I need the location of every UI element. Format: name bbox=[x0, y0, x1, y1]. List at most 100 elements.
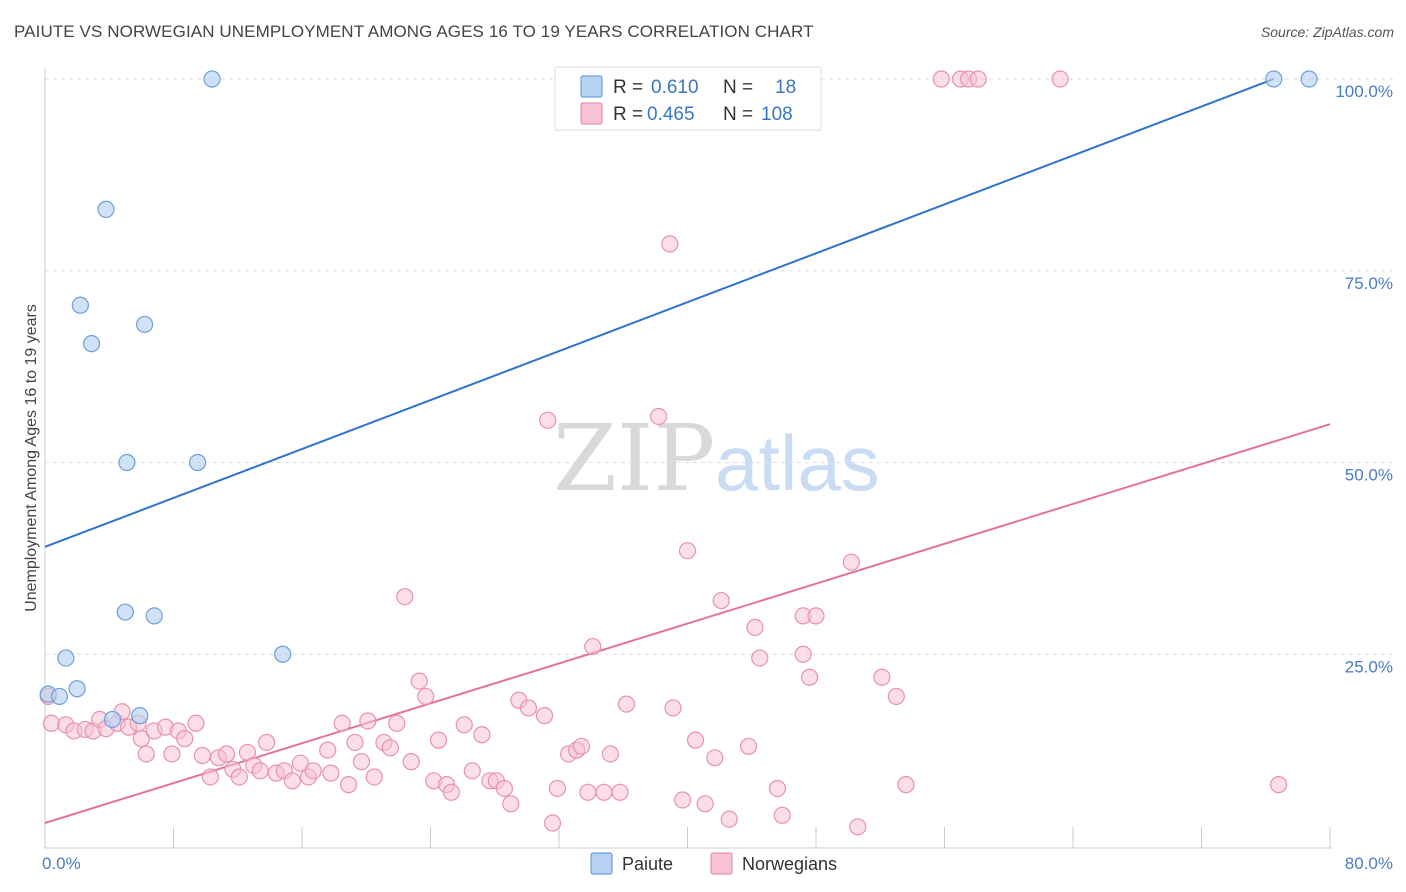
norwegians-point bbox=[429, 731, 448, 749]
norwegians-point bbox=[137, 745, 155, 763]
norwegians-point bbox=[617, 695, 636, 713]
norwegians-point bbox=[543, 814, 562, 832]
paiute-point bbox=[97, 200, 115, 218]
paiute-point bbox=[1300, 70, 1318, 88]
legend-norwegians-r-label: R = bbox=[613, 104, 643, 125]
chart-title: PAIUTE VS NORWEGIAN UNEMPLOYMENT AMONG A… bbox=[14, 22, 814, 41]
watermark-zip: ZIP bbox=[553, 405, 715, 512]
legend-norwegians-r-value: 0.465 bbox=[647, 104, 695, 125]
norwegians-point bbox=[187, 714, 205, 732]
bottom-legend-norwegians: Norwegians bbox=[742, 854, 837, 874]
norwegians-point bbox=[932, 70, 950, 88]
norwegians-point bbox=[842, 553, 860, 571]
norwegians-point bbox=[696, 795, 714, 813]
norwegians-point bbox=[193, 746, 212, 765]
norwegians-point bbox=[595, 783, 613, 801]
norwegians-point bbox=[495, 779, 513, 798]
norwegians-point bbox=[548, 779, 566, 798]
norwegians-point bbox=[584, 637, 602, 656]
norwegians-point bbox=[359, 712, 377, 730]
norwegians-point bbox=[773, 806, 791, 824]
paiute-point bbox=[145, 607, 163, 625]
bottom-legend-paiute: Paiute bbox=[622, 854, 673, 874]
norwegians-point bbox=[887, 687, 905, 706]
norwegians-point bbox=[291, 754, 309, 772]
norwegians-point bbox=[176, 730, 194, 748]
source-credit: Source: ZipAtlas.com bbox=[1260, 24, 1394, 40]
paiute-points bbox=[39, 70, 1318, 729]
paiute-point bbox=[274, 645, 292, 663]
norwegians-point bbox=[873, 668, 891, 686]
grid-lines bbox=[45, 78, 1395, 655]
paiute-point bbox=[131, 707, 149, 725]
paiute-point bbox=[1265, 70, 1283, 88]
norwegians-point bbox=[455, 716, 473, 734]
norwegians-point bbox=[251, 762, 269, 780]
x-tick-label: 80.0% bbox=[1345, 854, 1393, 873]
paiute-point bbox=[82, 335, 101, 353]
norwegians-point bbox=[739, 737, 758, 755]
norwegians-point bbox=[442, 783, 460, 801]
y-tick-label: 25.0% bbox=[1345, 657, 1393, 676]
norwegians-points bbox=[39, 70, 1288, 836]
x-tick-label: 0.0% bbox=[42, 854, 81, 873]
norwegians-point bbox=[396, 588, 414, 606]
stats-legend: R = 0.610 N = 18 R = 0.465 N = 108 bbox=[554, 66, 822, 131]
norwegians-point bbox=[132, 730, 150, 748]
legend-swatch-paiute bbox=[580, 75, 603, 98]
norwegians-point bbox=[283, 772, 301, 790]
norwegians-point bbox=[417, 687, 435, 706]
norwegians-point bbox=[201, 768, 220, 786]
paiute-point bbox=[71, 296, 89, 314]
norwegians-point bbox=[42, 714, 61, 732]
norwegians-point bbox=[346, 733, 364, 752]
norwegians-point bbox=[664, 699, 682, 717]
norwegians-point bbox=[163, 745, 181, 763]
norwegians-point bbox=[1269, 776, 1288, 794]
paiute-point bbox=[116, 603, 134, 621]
norwegians-point bbox=[601, 745, 620, 763]
norwegians-point bbox=[706, 749, 724, 767]
paiute-trend-line bbox=[44, 78, 1275, 548]
norwegians-point bbox=[768, 779, 787, 798]
norwegians-point bbox=[579, 783, 597, 801]
norwegians-point bbox=[463, 762, 481, 780]
legend-paiute-n-value: 18 bbox=[775, 77, 796, 98]
norwegians-point bbox=[720, 810, 738, 828]
norwegians-point bbox=[365, 768, 383, 786]
paiute-point bbox=[118, 453, 136, 472]
norwegians-point bbox=[381, 739, 399, 757]
norwegians-point bbox=[319, 741, 337, 759]
norwegians-point bbox=[611, 783, 629, 801]
norwegians-point bbox=[649, 407, 668, 426]
y-tick-label: 50.0% bbox=[1345, 466, 1393, 485]
norwegians-point bbox=[402, 753, 420, 771]
legend-paiute-r-label: R = bbox=[613, 77, 643, 98]
norwegians-point bbox=[217, 745, 236, 763]
norwegians-point bbox=[519, 699, 538, 717]
norwegians-trend-line bbox=[44, 423, 1331, 824]
norwegians-point bbox=[807, 607, 825, 625]
norwegians-point bbox=[388, 714, 406, 732]
paiute-point bbox=[68, 680, 86, 698]
norwegians-point bbox=[849, 818, 867, 836]
norwegians-point bbox=[333, 714, 351, 732]
norwegians-point bbox=[794, 645, 812, 663]
norwegians-point bbox=[258, 733, 276, 752]
norwegians-point bbox=[339, 776, 358, 794]
norwegians-point bbox=[539, 411, 557, 429]
legend-swatch-norwegians bbox=[580, 102, 603, 125]
norwegians-point bbox=[746, 618, 764, 637]
bottom-legend-swatch-paiute bbox=[590, 852, 613, 875]
norwegians-point bbox=[678, 542, 697, 560]
y-axis-label: Unemployment Among Ages 16 to 19 years bbox=[23, 304, 40, 612]
paiute-point bbox=[135, 315, 154, 334]
trend-lines bbox=[44, 78, 1331, 824]
series-legend: Paiute Norwegians bbox=[590, 852, 837, 875]
norwegians-point bbox=[674, 791, 692, 809]
legend-paiute-n-label: N = bbox=[723, 77, 753, 98]
bottom-legend-swatch-norwegians bbox=[710, 852, 733, 875]
norwegians-point bbox=[322, 764, 340, 782]
norwegians-point bbox=[1051, 70, 1069, 88]
